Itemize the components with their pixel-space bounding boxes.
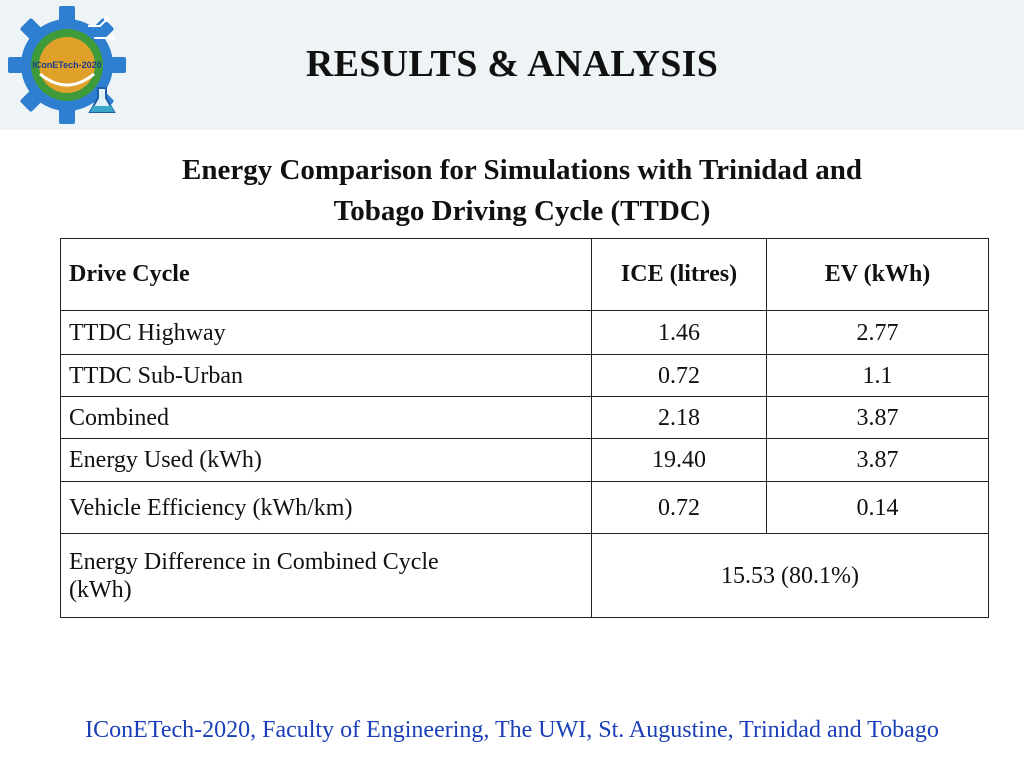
caption-line-2: Tobago Driving Cycle (TTDC) bbox=[333, 195, 711, 227]
ev-value: 2.77 bbox=[766, 310, 989, 355]
header-ice: ICE (litres) bbox=[591, 238, 767, 311]
energy-difference-label-line-1: Energy Difference in Combined Cycle bbox=[69, 548, 439, 575]
header-band: IConETech-2020 RESULTS & ANALYSIS bbox=[0, 0, 1024, 130]
energy-difference-label: Energy Difference in Combined Cycle (kWh… bbox=[60, 533, 592, 618]
conference-logo: IConETech-2020 bbox=[8, 6, 126, 124]
row-label: Combined bbox=[60, 396, 592, 439]
circuit-icon bbox=[88, 16, 115, 41]
table-row: TTDC Sub-Urban 0.72 1.1 bbox=[60, 354, 989, 397]
flask-icon bbox=[88, 87, 116, 113]
ice-value: 2.18 bbox=[591, 396, 767, 439]
ice-value: 0.72 bbox=[591, 354, 767, 397]
row-label: TTDC Sub-Urban bbox=[60, 354, 592, 397]
energy-difference-label-line-2: (kWh) bbox=[69, 576, 132, 603]
ev-value: 1.1 bbox=[766, 354, 989, 397]
energy-difference-row: Energy Difference in Combined Cycle (kWh… bbox=[60, 533, 989, 618]
ice-value: 0.72 bbox=[591, 481, 767, 534]
logo-text: IConETech-2020 bbox=[32, 60, 101, 70]
row-label: TTDC Highway bbox=[60, 310, 592, 355]
header-drive-cycle: Drive Cycle bbox=[60, 238, 592, 311]
footer-text: IConETech-2020, Faculty of Engineering, … bbox=[85, 717, 939, 743]
ev-value: 3.87 bbox=[766, 438, 989, 482]
caption-line-1: Energy Comparison for Simulations with T… bbox=[181, 154, 863, 186]
table-row: Combined 2.18 3.87 bbox=[60, 396, 989, 439]
table-row: Vehicle Efficiency (kWh/km) 0.72 0.14 bbox=[60, 481, 989, 534]
ice-value: 19.40 bbox=[591, 438, 767, 482]
table-row: TTDC Highway 1.46 2.77 bbox=[60, 310, 989, 355]
ev-value: 3.87 bbox=[766, 396, 989, 439]
ice-value: 1.46 bbox=[591, 310, 767, 355]
slide-title: RESULTS & ANALYSIS bbox=[305, 43, 719, 85]
header-ev: EV (kWh) bbox=[766, 238, 989, 311]
row-label: Energy Used (kWh) bbox=[60, 438, 592, 482]
row-label: Vehicle Efficiency (kWh/km) bbox=[60, 481, 592, 534]
table-row: Energy Used (kWh) 19.40 3.87 bbox=[60, 438, 989, 482]
energy-comparison-table: Drive Cycle ICE (litres) EV (kWh) TTDC H… bbox=[60, 238, 989, 618]
table-header-row: Drive Cycle ICE (litres) EV (kWh) bbox=[60, 238, 989, 311]
table-caption: Energy Comparison for Simulations with T… bbox=[100, 150, 944, 232]
ev-value: 0.14 bbox=[766, 481, 989, 534]
energy-difference-value: 15.53 (80.1%) bbox=[591, 533, 989, 618]
gear-logo-icon bbox=[8, 6, 126, 124]
